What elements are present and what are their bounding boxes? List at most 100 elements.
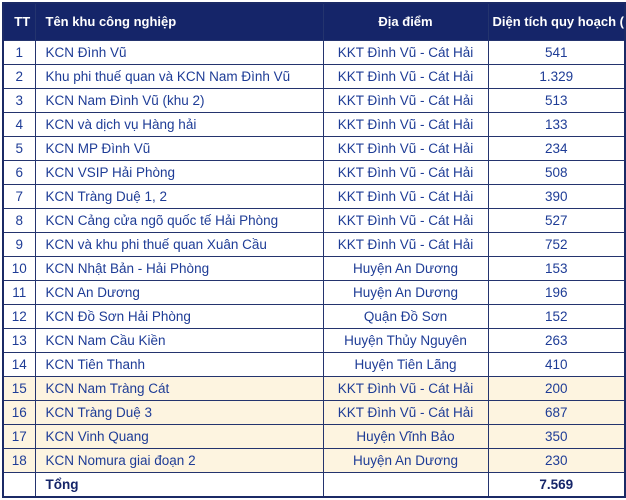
table-row: 18 KCN Nomura giai đoạn 2 Huyện An Dương… [2,447,626,473]
row-number: 3 [2,87,36,113]
total-cell-empty-tt [2,471,36,498]
table-row: 10 KCN Nhật Bản - Hải Phòng Huyện An Dươ… [2,255,626,281]
zone-name: KCN VSIP Hải Phòng [34,159,324,185]
row-number: 7 [2,183,36,209]
total-label: Tổng [34,471,324,498]
zone-name: KCN Tràng Duệ 3 [34,399,324,425]
zone-name: KCN Tràng Duệ 1, 2 [34,183,324,209]
table-row: 17 KCN Vinh Quang Huyện Vĩnh Bảo 350 [2,423,626,449]
table-row: 11 KCN An Dương Huyện An Dương 196 [2,279,626,305]
zone-area: 234 [487,135,626,161]
table-row: 2 Khu phi thuế quan và KCN Nam Đình Vũ K… [2,63,626,89]
zone-name: KCN và khu phi thuế quan Xuân Cầu [34,231,324,257]
zone-area: 390 [487,183,626,209]
row-number: 1 [2,39,36,65]
zone-area: 508 [487,159,626,185]
zone-location: KKT Đình Vũ - Cát Hải [322,183,489,209]
header-cell-area: Diện tích quy hoạch (ha) [487,2,626,41]
row-number: 13 [2,327,36,353]
zone-location: Huyện Thủy Nguyên [322,327,489,353]
table-row: 15 KCN Nam Tràng Cát KKT Đình Vũ - Cát H… [2,375,626,401]
row-number: 11 [2,279,36,305]
header-row: TT Tên khu công nghiệp Địa điểm Diện tíc… [2,2,626,41]
zone-name: KCN Tiên Thanh [34,351,324,377]
row-number: 18 [2,447,36,473]
zone-area: 541 [487,39,626,65]
zone-name: KCN Nhật Bản - Hải Phòng [34,255,324,281]
header-cell-location: Địa điểm [322,2,489,41]
total-cell-empty-location [322,471,489,498]
zone-location: Huyện An Dương [322,279,489,305]
zone-name: KCN và dịch vụ Hàng hải [34,111,324,137]
zone-area: 263 [487,327,626,353]
row-number: 16 [2,399,36,425]
zone-area: 410 [487,351,626,377]
zone-area: 513 [487,87,626,113]
zone-location: KKT Đình Vũ - Cát Hải [322,39,489,65]
row-number: 9 [2,231,36,257]
total-area-value: 7.569 [487,471,626,498]
zone-location: KKT Đình Vũ - Cát Hải [322,159,489,185]
zone-name: KCN Nomura giai đoạn 2 [34,447,324,473]
zone-name: KCN Vinh Quang [34,423,324,449]
zone-area: 153 [487,255,626,281]
table-row: 14 KCN Tiên Thanh Huyện Tiên Lãng 410 [2,351,626,377]
table-header: TT Tên khu công nghiệp Địa điểm Diện tíc… [2,2,626,41]
zone-name: KCN Nam Tràng Cát [34,375,324,401]
total-row: Tổng 7.569 [2,471,626,498]
zone-location: KKT Đình Vũ - Cát Hải [322,375,489,401]
row-number: 2 [2,63,36,89]
table-row: 12 KCN Đồ Sơn Hải Phòng Quận Đồ Sơn 152 [2,303,626,329]
zone-location: Huyện Tiên Lãng [322,351,489,377]
zone-name: KCN Đồ Sơn Hải Phòng [34,303,324,329]
zone-location: Quận Đồ Sơn [322,303,489,329]
header-cell-name: Tên khu công nghiệp [34,2,324,41]
zone-location: KKT Đình Vũ - Cát Hải [322,399,489,425]
row-number: 17 [2,423,36,449]
zone-location: Huyện An Dương [322,447,489,473]
table-row: 5 KCN MP Đình Vũ KKT Đình Vũ - Cát Hải 2… [2,135,626,161]
table-row: 16 KCN Tràng Duệ 3 KKT Đình Vũ - Cát Hải… [2,399,626,425]
zone-name: KCN Cảng cửa ngõ quốc tế Hải Phòng [34,207,324,233]
zone-name: KCN MP Đình Vũ [34,135,324,161]
row-number: 8 [2,207,36,233]
table-body: 1 KCN Đình Vũ KKT Đình Vũ - Cát Hải 54 1 … [2,39,626,498]
zone-location: KKT Đình Vũ - Cát Hải [322,135,489,161]
row-number: 6 [2,159,36,185]
zone-location: KKT Đình Vũ - Cát Hải [322,111,489,137]
table-row: 6 KCN VSIP Hải Phòng KKT Đình Vũ - Cát H… [2,159,626,185]
zone-area: 230 [487,447,626,473]
zone-location: KKT Đình Vũ - Cát Hải [322,87,489,113]
row-number: 12 [2,303,36,329]
zone-area: 527 [487,207,626,233]
row-number: 14 [2,351,36,377]
header-label-tt: TT [14,13,31,29]
table-row: 4 KCN và dịch vụ Hàng hải KKT Đình Vũ - … [2,111,626,137]
zone-area: 687 [487,399,626,425]
table-row: 1 KCN Đình Vũ KKT Đình Vũ - Cát Hải 541 [2,39,626,65]
zone-area: 1.329 [487,63,626,89]
zone-area: 133 [487,111,626,137]
zone-name: Khu phi thuế quan và KCN Nam Đình Vũ [34,63,324,89]
zone-location: KKT Đình Vũ - Cát Hải [322,231,489,257]
table-row: 9 KCN và khu phi thuế quan Xuân Cầu KKT … [2,231,626,257]
row-number: 4 [2,111,36,137]
header-cell-tt: TT [2,2,36,41]
zone-name: KCN Nam Cầu Kiền [34,327,324,353]
zone-location: Huyện Vĩnh Bảo [322,423,489,449]
table-row: 7 KCN Tràng Duệ 1, 2 KKT Đình Vũ - Cát H… [2,183,626,209]
zone-area: 152 [487,303,626,329]
zone-area: 350 [487,423,626,449]
zone-area: 200 [487,375,626,401]
table-row: 3 KCN Nam Đình Vũ (khu 2) KKT Đình Vũ - … [2,87,626,113]
zone-area: 196 [487,279,626,305]
zone-name: KCN Nam Đình Vũ (khu 2) [34,87,324,113]
zone-location: KKT Đình Vũ - Cát Hải [322,63,489,89]
zone-location: Huyện An Dương [322,255,489,281]
zone-name: KCN Đình Vũ [34,39,324,65]
zone-location: KKT Đình Vũ - Cát Hải [322,207,489,233]
table-row: 13 KCN Nam Cầu Kiền Huyện Thủy Nguyên 26… [2,327,626,353]
zone-name: KCN An Dương [34,279,324,305]
